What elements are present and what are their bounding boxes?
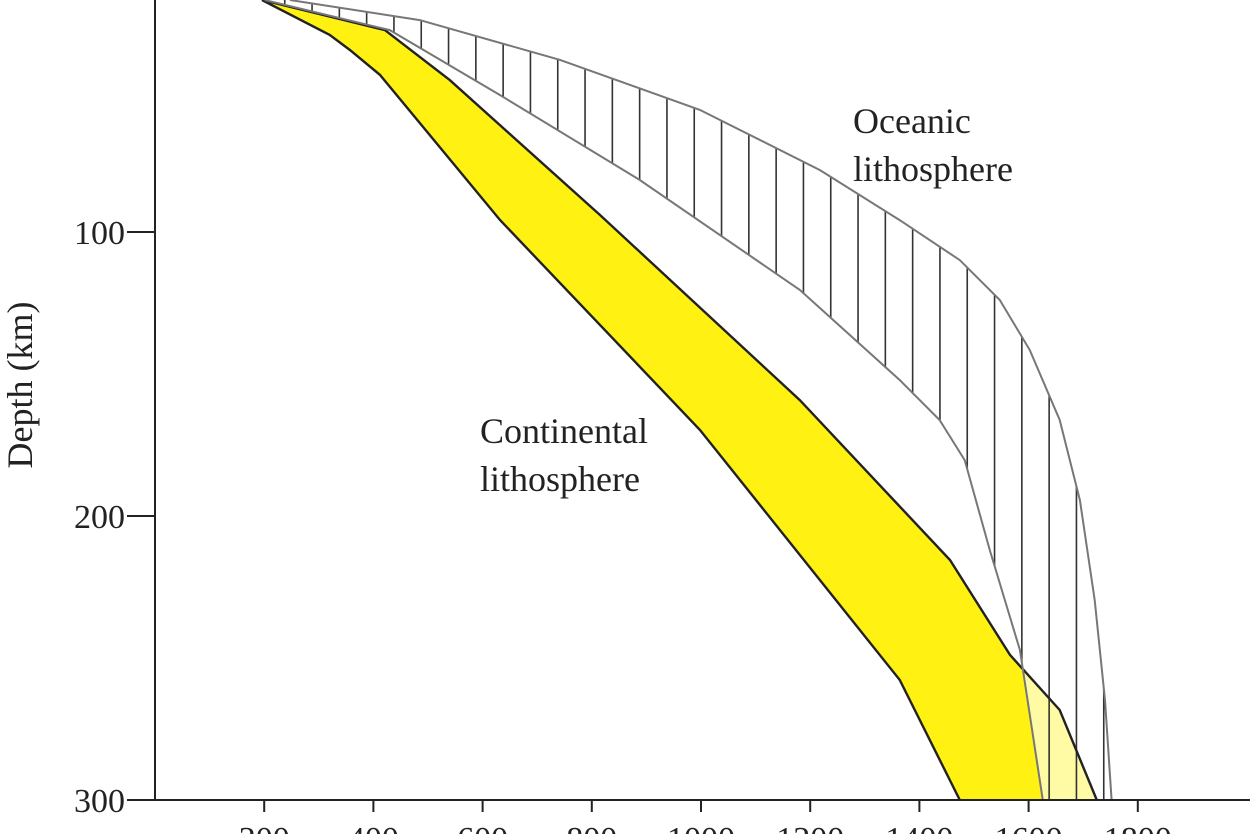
band-edge xyxy=(261,0,961,801)
x-tick-label: 1600 xyxy=(995,821,1063,834)
x-tick-label: 200 xyxy=(239,821,290,834)
band-area xyxy=(264,0,1112,800)
x-tick-label: 800 xyxy=(566,821,617,834)
x-tick-label: 1800 xyxy=(1104,821,1172,834)
y-tick-label: 100 xyxy=(74,215,125,252)
band-edge xyxy=(289,0,1113,801)
band-label: Oceanic lithosphere xyxy=(853,101,1013,189)
x-tick-label: 1400 xyxy=(885,821,953,834)
x-tick-label: 600 xyxy=(457,821,508,834)
band-label: Continental lithosphere xyxy=(480,411,648,499)
x-tick-label: 1000 xyxy=(667,821,735,834)
x-tick-label: 1200 xyxy=(776,821,844,834)
band-area xyxy=(262,0,1097,800)
y-axis-label: Depth (km) xyxy=(0,302,40,469)
band-edge xyxy=(261,0,1098,801)
x-tick-label: 400 xyxy=(348,821,399,834)
band-edge xyxy=(264,0,1044,801)
y-tick-label: 300 xyxy=(74,783,125,820)
y-tick-label: 200 xyxy=(74,499,125,536)
